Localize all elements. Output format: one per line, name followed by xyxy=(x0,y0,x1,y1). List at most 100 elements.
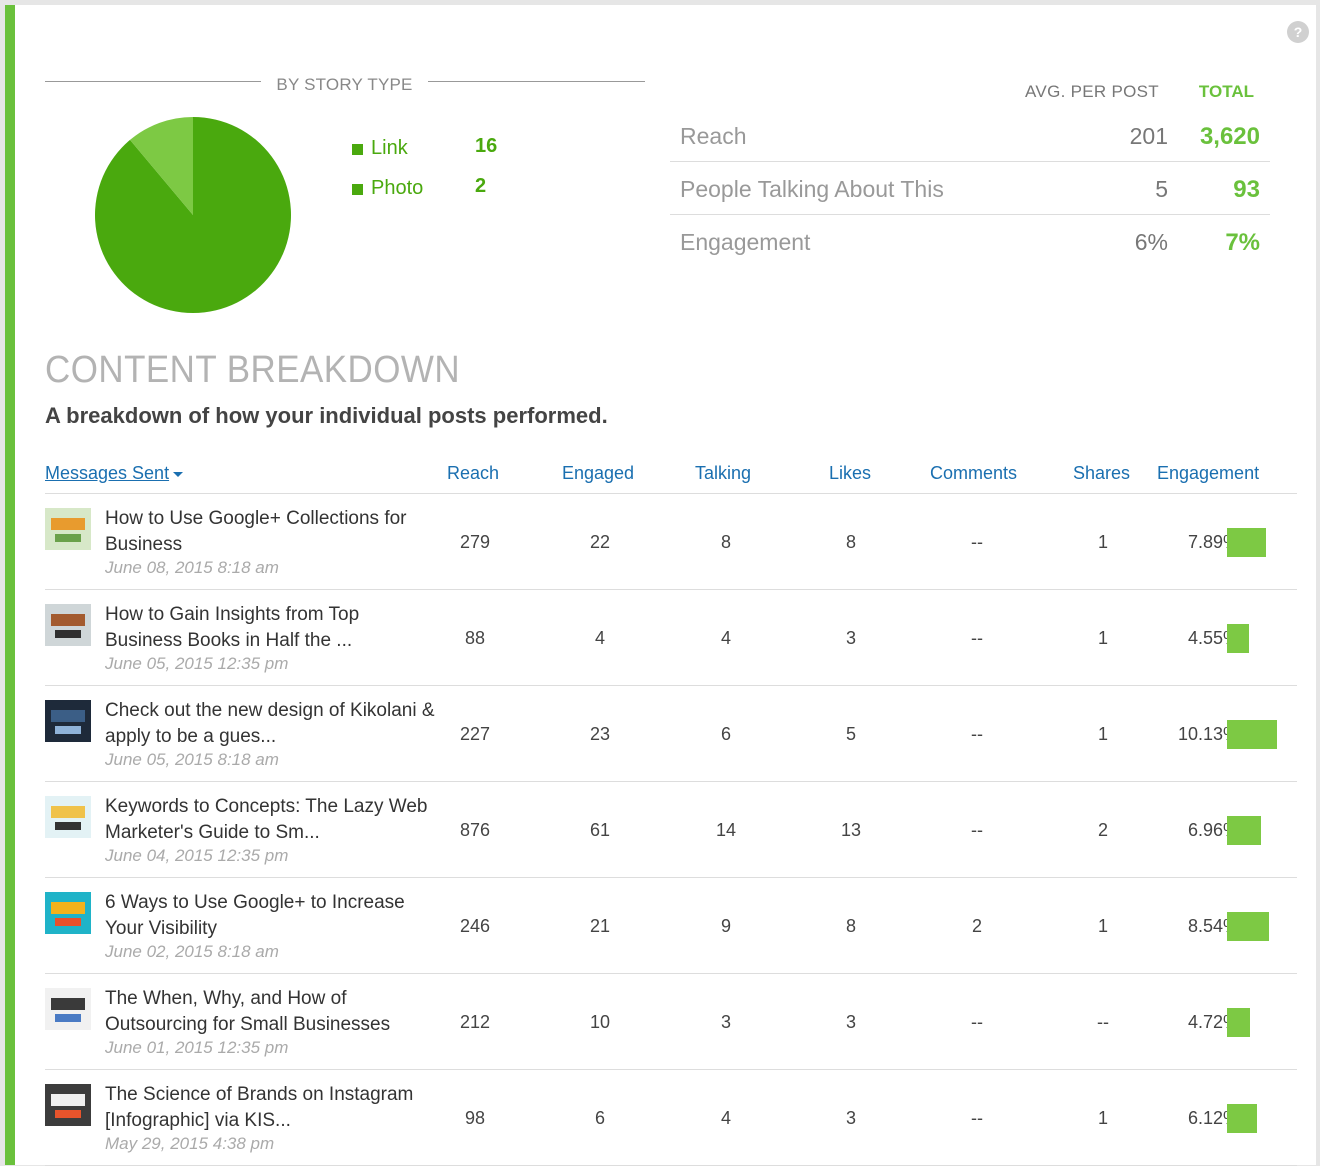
table-row[interactable]: Keywords to Concepts: The Lazy Web Marke… xyxy=(45,782,1297,878)
cell-comments: -- xyxy=(971,532,983,552)
sort-messages-sent[interactable]: Messages Sent xyxy=(45,463,184,484)
stat-row: Reach 201 3,620 xyxy=(670,109,1270,162)
post-title[interactable]: Check out the new design of Kikolani & a… xyxy=(105,700,435,747)
analytics-thumb[interactable] xyxy=(45,1084,91,1126)
cell-talking: 4 xyxy=(720,628,731,648)
stat-avg-value: 6% xyxy=(1134,229,1168,255)
content-breakdown-title: CONTENT BREAKDOWN xyxy=(45,349,461,391)
cell-engaged: 22 xyxy=(589,532,611,552)
cell-engaged: 61 xyxy=(589,820,611,840)
cell-shares: 2 xyxy=(1097,820,1108,840)
cell-engaged: 4 xyxy=(594,628,605,648)
col-comments[interactable]: Comments xyxy=(930,463,1018,483)
stat-total-value: 93 xyxy=(1233,176,1260,203)
header-divider xyxy=(45,81,261,82)
legend-label: Link xyxy=(371,137,408,159)
legend-label: Photo xyxy=(371,177,424,199)
stat-total-value: 7% xyxy=(1225,229,1260,256)
stat-row: People Talking About This 5 93 xyxy=(670,162,1270,215)
stat-avg-value: 201 xyxy=(1129,123,1168,149)
post-date: June 01, 2015 12:35 pm xyxy=(105,1038,289,1057)
post-date: June 05, 2015 8:18 am xyxy=(105,750,279,769)
post-title[interactable]: How to Use Google+ Collections for Busin… xyxy=(105,508,407,555)
cell-shares: 1 xyxy=(1097,628,1108,648)
post-date: May 29, 2015 4:38 pm xyxy=(105,1134,275,1153)
person-thumb[interactable] xyxy=(45,604,91,646)
cell-engaged: 6 xyxy=(594,1108,605,1128)
cell-reach: 227 xyxy=(459,724,491,744)
table-header: Messages Sent Reach Engaged Talking Like… xyxy=(45,459,1297,494)
post-title[interactable]: The When, Why, and How of Outsourcing fo… xyxy=(105,988,391,1035)
stat-total-value: 3,620 xyxy=(1199,123,1260,150)
lightbulb-thumb[interactable] xyxy=(45,796,91,838)
legend-item: Photo 2 xyxy=(351,175,551,217)
google-plus-thumb[interactable] xyxy=(45,892,91,934)
content-breakdown-subtitle: A breakdown of how your individual posts… xyxy=(45,403,608,428)
legend-value: 2 xyxy=(475,175,487,197)
post-date: June 05, 2015 12:35 pm xyxy=(105,654,289,673)
post-date: June 04, 2015 12:35 pm xyxy=(105,846,289,865)
table-row[interactable]: The Science of Brands on Instagram [Info… xyxy=(45,1070,1297,1166)
table-row[interactable]: How to Use Google+ Collections for Busin… xyxy=(45,494,1297,590)
post-title[interactable]: How to Gain Insights from Top Business B… xyxy=(105,604,360,651)
cell-comments: 2 xyxy=(971,916,982,936)
cell-reach: 212 xyxy=(459,1012,491,1032)
cell-engagement: 6.12% xyxy=(1187,1108,1239,1128)
legend-value: 16 xyxy=(475,135,498,157)
cell-shares: 1 xyxy=(1097,1108,1108,1128)
table-row[interactable]: Check out the new design of Kikolani & a… xyxy=(45,686,1297,782)
caret-down-icon xyxy=(173,471,184,477)
legend-swatch xyxy=(352,184,363,195)
engagement-bar xyxy=(1227,720,1277,749)
cell-talking: 8 xyxy=(720,532,731,552)
stat-label: People Talking About This xyxy=(680,176,944,202)
col-shares[interactable]: Shares xyxy=(1073,463,1131,483)
legend-item: Link 16 xyxy=(351,135,551,177)
cell-comments: -- xyxy=(971,820,983,840)
posts-table: Messages Sent Reach Engaged Talking Like… xyxy=(45,459,1297,1166)
cell-likes: 5 xyxy=(845,724,856,744)
cell-talking: 9 xyxy=(720,916,731,936)
cell-engagement: 7.89% xyxy=(1187,532,1239,552)
cell-likes: 3 xyxy=(845,628,856,648)
stats-header: AVG. PER POST TOTAL xyxy=(670,79,1270,109)
table-row[interactable]: How to Gain Insights from Top Business B… xyxy=(45,590,1297,686)
cell-comments: -- xyxy=(971,724,983,744)
col-engaged[interactable]: Engaged xyxy=(562,463,635,483)
google-collections-thumb[interactable] xyxy=(45,508,91,550)
cell-reach: 88 xyxy=(464,628,486,648)
story-type-legend: Link 16 Photo 2 xyxy=(351,135,551,217)
grid-thumb[interactable] xyxy=(45,988,91,1030)
cell-reach: 98 xyxy=(464,1108,486,1128)
post-date: June 08, 2015 8:18 am xyxy=(105,558,279,577)
cell-talking: 14 xyxy=(715,820,737,840)
table-row[interactable]: 6 Ways to Use Google+ to Increase Your V… xyxy=(45,878,1297,974)
messages-sent-label: Messages Sent xyxy=(45,463,170,483)
col-talking[interactable]: Talking xyxy=(695,463,752,483)
cell-engaged: 10 xyxy=(589,1012,611,1032)
col-reach[interactable]: Reach xyxy=(447,463,500,483)
engagement-bar xyxy=(1227,528,1266,557)
stat-avg-value: 5 xyxy=(1155,176,1168,202)
content-card: ? BY STORY TYPE Link 16 Photo 2 AVG. PER PO… xyxy=(5,5,1316,1166)
cell-shares: 1 xyxy=(1097,532,1108,552)
cell-engagement: 4.55% xyxy=(1187,628,1239,648)
cell-comments: -- xyxy=(971,628,983,648)
cell-shares: 1 xyxy=(1097,916,1108,936)
engagement-bar xyxy=(1227,624,1249,653)
post-title[interactable]: Keywords to Concepts: The Lazy Web Marke… xyxy=(105,796,428,843)
cell-engaged: 23 xyxy=(589,724,611,744)
cell-reach: 876 xyxy=(459,820,491,840)
story-type-header: BY STORY TYPE xyxy=(45,75,645,95)
post-title[interactable]: 6 Ways to Use Google+ to Increase Your V… xyxy=(105,892,405,939)
col-likes[interactable]: Likes xyxy=(829,463,872,483)
col-engagement[interactable]: Engagement xyxy=(1157,463,1260,483)
stat-label: Reach xyxy=(680,123,747,149)
cell-likes: 8 xyxy=(845,532,856,552)
blog-thumb[interactable] xyxy=(45,700,91,742)
post-title[interactable]: The Science of Brands on Instagram [Info… xyxy=(105,1084,414,1131)
help-icon[interactable]: ? xyxy=(1287,21,1309,43)
cell-reach: 279 xyxy=(459,532,491,552)
table-row[interactable]: The When, Why, and How of Outsourcing fo… xyxy=(45,974,1297,1070)
pie-slice-photo xyxy=(130,117,193,215)
